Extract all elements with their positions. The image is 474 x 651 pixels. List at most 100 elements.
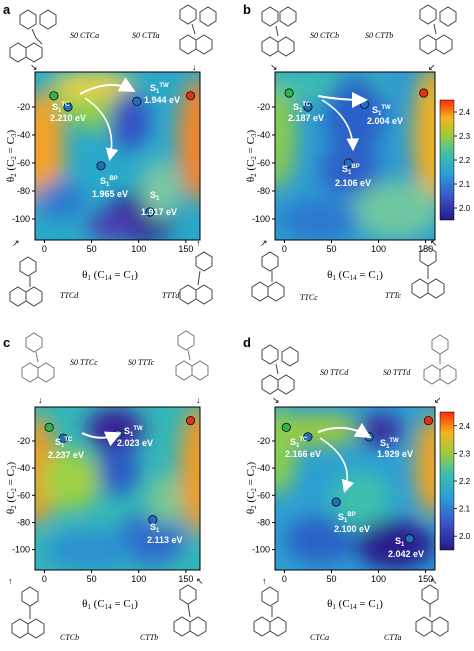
state-label: S0 TTTd — [383, 368, 411, 377]
data-point-blue — [343, 158, 354, 168]
arrow-down-icon: ↓ — [196, 395, 201, 405]
data-point-blue — [303, 432, 313, 442]
y-tick-label: -80 — [17, 186, 30, 196]
molecule-structure-icon — [261, 344, 299, 395]
y-axis-label: θ2 (C2 = C3) — [5, 462, 18, 515]
arrow-up-icon: ↑ — [8, 576, 13, 586]
y-tick-label: -60 — [17, 490, 30, 500]
arrow-down-icon: ↓ — [192, 62, 197, 72]
plot-frame — [274, 71, 436, 241]
energy-label: 1.929 eV — [377, 449, 413, 459]
panel-letter-c: c — [3, 335, 10, 350]
state-label: S0 CTCa — [70, 31, 99, 40]
molecule-structure-icon — [9, 256, 43, 307]
x-tick-label: 0 — [42, 574, 47, 584]
x-tick-label: 50 — [87, 574, 97, 584]
energy-label: 2.100 eV — [334, 524, 370, 534]
arrow-TC-TW — [317, 422, 372, 439]
energy-label: 2.237 eV — [48, 450, 84, 460]
state-label: S0 CTTb — [365, 31, 393, 40]
arrow-TC-BP — [319, 437, 355, 494]
axes-d: 0 50 100 150 -100 -80 -60 -40 -20 — [252, 436, 433, 584]
x-tick-label: 100 — [371, 574, 386, 584]
state-label: CTTb — [140, 633, 158, 642]
x-axis-label: θ1 (C14 = C1) — [82, 598, 138, 611]
x-tick-label: 0 — [42, 244, 47, 254]
panel-letter-d: d — [243, 335, 251, 350]
x-tick-label: 0 — [282, 244, 287, 254]
state-label: TTCc — [300, 293, 318, 302]
arrow-TC-BP — [321, 99, 360, 152]
data-point-red — [185, 91, 196, 101]
y-tick-label: -20 — [257, 436, 270, 446]
colorbar-tick-label: 2.0 — [459, 532, 471, 541]
panel-a: a S0 CTCa S0 CTTa ↘ ↓ — [3, 2, 217, 307]
y-tick-label: -100 — [12, 545, 30, 555]
energy-label: 2.187 eV — [288, 113, 324, 123]
x-tick-label: 50 — [326, 244, 336, 254]
x-tick-label: 0 — [282, 574, 287, 584]
data-point-green — [44, 422, 54, 432]
arrow-TC-TW — [317, 91, 368, 108]
data-point-red — [185, 415, 196, 426]
marks-a — [49, 91, 196, 217]
colorbar-tick-label: 2.2 — [459, 477, 471, 486]
y-tick-label: -100 — [12, 214, 30, 224]
arrow-up-icon: ↑ — [196, 238, 201, 248]
colorbar-ticks: 2.0 2.1 2.2 2.3 2.4 — [454, 108, 471, 213]
y-tick-label: -20 — [17, 436, 30, 446]
state-label: CTTa — [384, 633, 402, 642]
state-label: TTCd — [60, 291, 79, 300]
x-tick-label: 150 — [178, 574, 193, 584]
state-label: S0 CTCb — [310, 31, 339, 40]
molecule-structure-icon — [11, 586, 45, 639]
plot-frame — [274, 406, 436, 571]
x-tick-label: 150 — [178, 244, 193, 254]
colorbar-tick-label: 2.4 — [459, 108, 471, 117]
marks-d — [281, 415, 434, 544]
y-tick-label: -80 — [17, 517, 30, 527]
data-point-green — [281, 422, 291, 432]
x-tick-label: 150 — [418, 574, 433, 584]
arrow-TC-TW — [81, 431, 122, 447]
data-point-blue — [359, 99, 370, 109]
energy-label: 2.004 eV — [367, 116, 403, 126]
y-tick-label: -40 — [17, 130, 30, 140]
data-point-blue — [63, 102, 73, 112]
arrow-down-icon: ↘ — [270, 62, 278, 72]
state-S1-label: S1 — [150, 522, 160, 534]
y-axis-label: θ2 (C2 = C3) — [245, 130, 258, 183]
x-tick-label: 100 — [371, 244, 386, 254]
colorbar — [439, 411, 455, 551]
molecule-structure-icon — [261, 6, 297, 57]
y-tick-label: -60 — [17, 158, 30, 168]
heatmap-a — [35, 72, 200, 240]
arrow-down-icon: ↘ — [272, 395, 280, 405]
x-tick-label: 50 — [87, 244, 97, 254]
arrow-TC-TW — [79, 77, 136, 95]
state-label: CTCb — [60, 633, 79, 642]
data-point-blue — [148, 515, 158, 525]
arrow-up-icon: ↖ — [196, 576, 204, 586]
molecule-structure-icon — [419, 4, 457, 55]
energy-label: 2.023 eV — [117, 438, 153, 448]
y-tick-label: -40 — [257, 130, 270, 140]
x-axis-label: θ1 (C14 = C1) — [82, 269, 138, 282]
colorbar-tick-label: 2.3 — [459, 449, 471, 458]
data-point-red — [419, 88, 429, 98]
state-S1-label: S1 — [395, 536, 405, 548]
colorbar-ticks: 2.0 2.1 2.2 2.3 2.4 — [454, 422, 471, 541]
colorbar — [439, 99, 455, 221]
axes-a: 0 50 100 150 -100 -80 -60 -40 -20 — [12, 102, 193, 254]
energy-label: 2.042 eV — [388, 549, 424, 559]
colorbar-tick-label: 2.1 — [459, 505, 471, 514]
molecule-structure-icon — [423, 334, 457, 385]
energy-label: 2.106 eV — [335, 178, 371, 188]
colorbar-tick-label: 2.4 — [459, 422, 471, 431]
arrow-up-icon: ↖ — [430, 238, 438, 248]
panel-letter-a: a — [3, 2, 11, 17]
arrow-down-icon: ↓ — [38, 395, 43, 405]
state-label: TTTd — [162, 291, 180, 300]
molecule-structure-icon — [251, 251, 285, 302]
arrow-up-icon: ↑ — [262, 576, 267, 586]
